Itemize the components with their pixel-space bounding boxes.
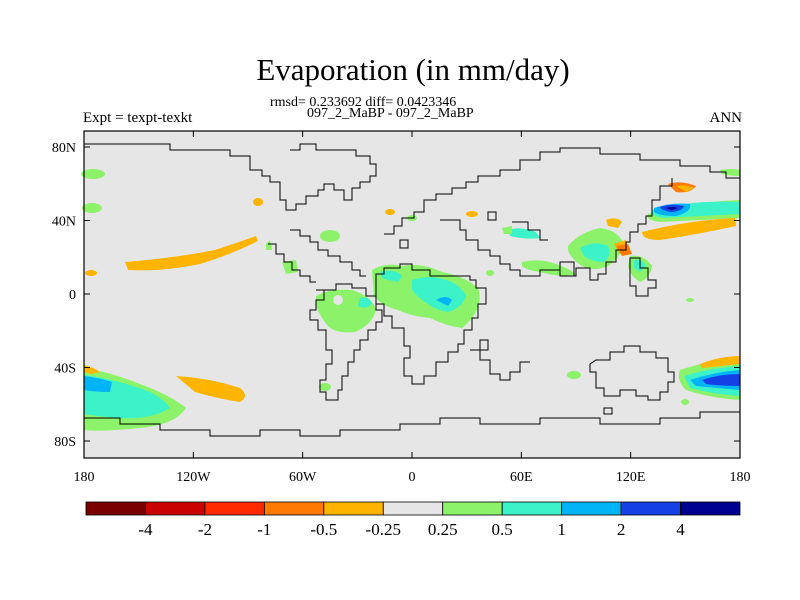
colorbar-box <box>680 501 741 516</box>
colorbar-label: -4 <box>138 520 153 539</box>
case-line: 097_2_MaBP - 097_2_MaBP <box>307 106 474 121</box>
field-patch-orange <box>176 376 245 402</box>
coast-eurasia <box>384 147 740 235</box>
colorbar-box <box>561 501 622 516</box>
lon-tick-label: 60W <box>289 470 317 485</box>
axis-ticks <box>83 131 741 458</box>
colorbar-label: -0.25 <box>366 520 401 539</box>
colorbar-label: 4 <box>676 520 685 539</box>
lat-tick-label: 80N <box>52 141 76 156</box>
colorbar-label: 0.25 <box>428 520 458 539</box>
season-label: ANN <box>709 110 743 126</box>
lat-tick-label: 40N <box>52 215 76 230</box>
field-patch-orange <box>85 270 97 276</box>
lon-tick-label: 120W <box>176 470 211 485</box>
axis-tick-labels: 80N 40N 0 40S 80S 180 120W 60W 0 60E 120E 180 <box>52 141 751 485</box>
colorbar-box <box>263 501 325 516</box>
colorbar-box <box>620 501 681 516</box>
colorbar: -4 -2 -1 -0.5 -0.25 0.25 0.5 1 2 4 <box>85 501 741 539</box>
colorbar-label: 0.5 <box>492 520 513 539</box>
experiment-label: Expt = texpt-texkt <box>83 110 193 126</box>
field-patch-orange <box>642 218 736 240</box>
colorbar-label: -1 <box>257 520 271 539</box>
colorbar-label: 2 <box>617 520 626 539</box>
colorbar-label: -0.5 <box>310 520 337 539</box>
field-patch-cyan <box>412 277 466 312</box>
field-patch-green <box>82 203 102 213</box>
coast-africa <box>375 263 487 385</box>
colorbar-label: -2 <box>198 520 212 539</box>
colorbar-box <box>204 501 265 516</box>
lon-tick-label: 180 <box>730 470 751 485</box>
lat-tick-label: 0 <box>69 288 76 303</box>
colorbar-box <box>501 501 563 516</box>
colorbar-box <box>382 501 444 516</box>
colorbar-box <box>323 501 384 516</box>
coast-australia <box>589 345 675 401</box>
stats-line: rmsd= 0.233692 diff= 0.0423346 <box>270 95 457 110</box>
coast-north-america <box>84 143 377 211</box>
field-patch-lightblue <box>84 376 112 392</box>
colorbar-box <box>85 501 146 516</box>
lon-tick-label: 180 <box>74 470 95 485</box>
coast-antarctica <box>84 411 740 437</box>
colorbar-box <box>145 501 206 516</box>
coastlines <box>84 143 740 437</box>
plot-title: Evaporation (in mm/day) <box>256 52 570 87</box>
field-patch-green <box>81 169 105 179</box>
lon-tick-label: 60E <box>510 470 533 485</box>
lon-tick-label: 0 <box>409 470 416 485</box>
lat-tick-label: 80S <box>54 435 76 450</box>
lat-tick-label: 40S <box>54 362 76 377</box>
colorbar-box <box>442 501 503 516</box>
colorbar-label: 1 <box>557 520 566 539</box>
field-patch-orange <box>125 236 258 271</box>
field-patch-orange <box>253 198 263 206</box>
lon-tick-label: 120E <box>616 470 646 485</box>
anomaly-fields <box>81 169 740 431</box>
